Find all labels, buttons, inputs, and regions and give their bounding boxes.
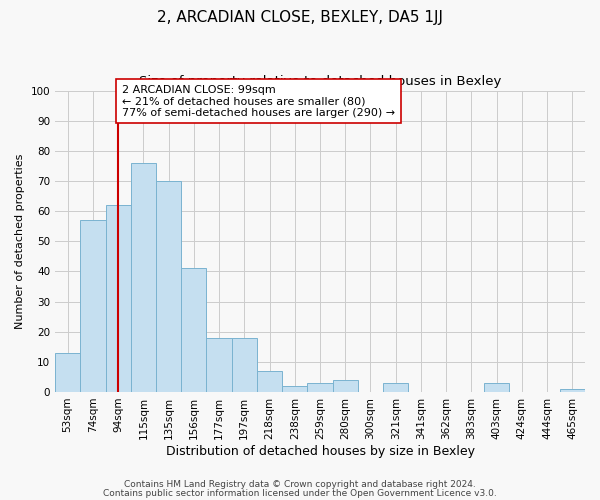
- Bar: [106, 205, 131, 392]
- Title: Size of property relative to detached houses in Bexley: Size of property relative to detached ho…: [139, 75, 501, 88]
- Bar: [560, 389, 585, 392]
- Bar: [156, 181, 181, 392]
- Bar: [232, 338, 257, 392]
- Bar: [282, 386, 307, 392]
- Bar: [332, 380, 358, 392]
- Bar: [383, 383, 409, 392]
- Text: Contains public sector information licensed under the Open Government Licence v3: Contains public sector information licen…: [103, 488, 497, 498]
- Bar: [55, 353, 80, 392]
- Text: 2, ARCADIAN CLOSE, BEXLEY, DA5 1JJ: 2, ARCADIAN CLOSE, BEXLEY, DA5 1JJ: [157, 10, 443, 25]
- Bar: [80, 220, 106, 392]
- Bar: [257, 371, 282, 392]
- Bar: [181, 268, 206, 392]
- Bar: [206, 338, 232, 392]
- Bar: [484, 383, 509, 392]
- Text: Contains HM Land Registry data © Crown copyright and database right 2024.: Contains HM Land Registry data © Crown c…: [124, 480, 476, 489]
- Bar: [131, 163, 156, 392]
- X-axis label: Distribution of detached houses by size in Bexley: Distribution of detached houses by size …: [166, 444, 475, 458]
- Text: 2 ARCADIAN CLOSE: 99sqm
← 21% of detached houses are smaller (80)
77% of semi-de: 2 ARCADIAN CLOSE: 99sqm ← 21% of detache…: [122, 84, 395, 117]
- Bar: [307, 383, 332, 392]
- Y-axis label: Number of detached properties: Number of detached properties: [15, 154, 25, 329]
